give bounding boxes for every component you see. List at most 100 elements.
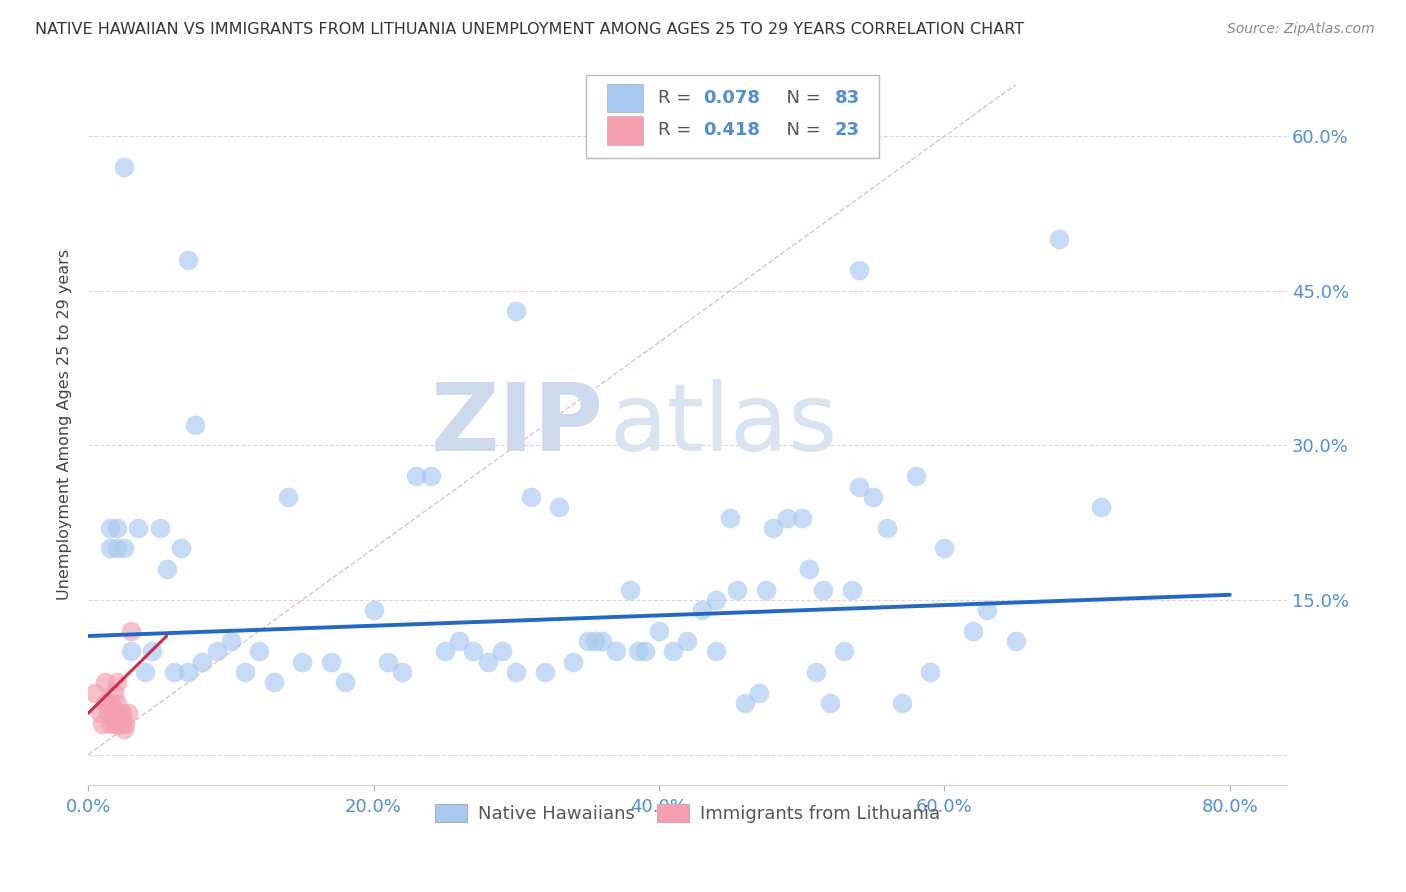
FancyBboxPatch shape <box>607 116 643 145</box>
Point <box>98 521 121 535</box>
Text: R =: R = <box>658 121 696 139</box>
Point <box>548 500 571 515</box>
Point <box>848 480 870 494</box>
Text: R =: R = <box>658 89 696 107</box>
Point <box>676 634 699 648</box>
Point <box>762 521 785 535</box>
Point <box>533 665 555 679</box>
Point <box>247 644 270 658</box>
Point <box>904 469 927 483</box>
Point <box>748 686 770 700</box>
Point <box>277 490 299 504</box>
Point <box>170 541 193 556</box>
Point <box>114 716 136 731</box>
Point <box>405 469 427 483</box>
Point <box>84 686 107 700</box>
Point <box>120 644 142 658</box>
Point <box>219 634 242 648</box>
Text: Source: ZipAtlas.com: Source: ZipAtlas.com <box>1227 22 1375 37</box>
Point <box>505 304 527 318</box>
Point <box>98 716 121 731</box>
Point <box>105 716 128 731</box>
Point <box>104 716 127 731</box>
Text: N =: N = <box>775 121 827 139</box>
Point <box>463 644 485 658</box>
Point <box>876 521 898 535</box>
Point <box>477 655 499 669</box>
Point <box>103 706 125 721</box>
Point <box>134 665 156 679</box>
Point <box>433 644 456 658</box>
Point <box>811 582 834 597</box>
Point <box>100 696 122 710</box>
Point <box>105 696 128 710</box>
Point <box>690 603 713 617</box>
Point <box>605 644 627 658</box>
Point <box>718 510 741 524</box>
Point <box>177 665 200 679</box>
Point <box>862 490 884 504</box>
Point <box>112 541 135 556</box>
Point <box>725 582 748 597</box>
Point <box>920 665 942 679</box>
Point <box>491 644 513 658</box>
Text: NATIVE HAWAIIAN VS IMMIGRANTS FROM LITHUANIA UNEMPLOYMENT AMONG AGES 25 TO 29 YE: NATIVE HAWAIIAN VS IMMIGRANTS FROM LITHU… <box>35 22 1025 37</box>
Point <box>804 665 827 679</box>
Point <box>619 582 641 597</box>
Point <box>98 696 121 710</box>
Legend: Native Hawaiians, Immigrants from Lithuania: Native Hawaiians, Immigrants from Lithua… <box>427 797 948 830</box>
Point <box>291 655 314 669</box>
Point <box>163 665 186 679</box>
Text: ZIP: ZIP <box>430 379 603 471</box>
FancyBboxPatch shape <box>607 84 643 112</box>
Point <box>576 634 599 648</box>
Point <box>94 675 117 690</box>
Point <box>449 634 471 648</box>
Point <box>890 696 912 710</box>
Y-axis label: Unemployment Among Ages 25 to 29 years: Unemployment Among Ages 25 to 29 years <box>58 249 72 600</box>
Point <box>112 160 135 174</box>
Text: 0.418: 0.418 <box>703 121 761 139</box>
Point <box>841 582 863 597</box>
Point <box>776 510 799 524</box>
Point <box>519 490 541 504</box>
Point <box>107 716 129 731</box>
Point <box>333 675 356 690</box>
Text: 23: 23 <box>835 121 860 139</box>
Point <box>591 634 613 648</box>
Point <box>91 716 114 731</box>
Point <box>1090 500 1112 515</box>
Point <box>148 521 170 535</box>
Point <box>111 706 134 721</box>
Point <box>1004 634 1026 648</box>
Text: atlas: atlas <box>610 379 838 471</box>
Point <box>834 644 856 658</box>
Point <box>89 706 111 721</box>
Point <box>103 686 125 700</box>
Point <box>98 541 121 556</box>
Point <box>117 706 139 721</box>
Point <box>755 582 778 597</box>
Point <box>191 655 214 669</box>
Point <box>818 696 841 710</box>
Point <box>962 624 984 638</box>
Point <box>156 562 179 576</box>
Point <box>734 696 756 710</box>
Point <box>790 510 813 524</box>
Point <box>662 644 685 658</box>
Point <box>648 624 671 638</box>
Point <box>263 675 285 690</box>
Point <box>583 634 606 648</box>
Text: 0.078: 0.078 <box>703 89 761 107</box>
Point <box>377 655 399 669</box>
Point <box>363 603 385 617</box>
Point <box>184 417 207 432</box>
Point <box>934 541 956 556</box>
Point <box>848 263 870 277</box>
Point <box>797 562 820 576</box>
Point <box>505 665 527 679</box>
Point <box>233 665 256 679</box>
Point <box>704 593 727 607</box>
Point <box>105 521 128 535</box>
Point <box>391 665 413 679</box>
